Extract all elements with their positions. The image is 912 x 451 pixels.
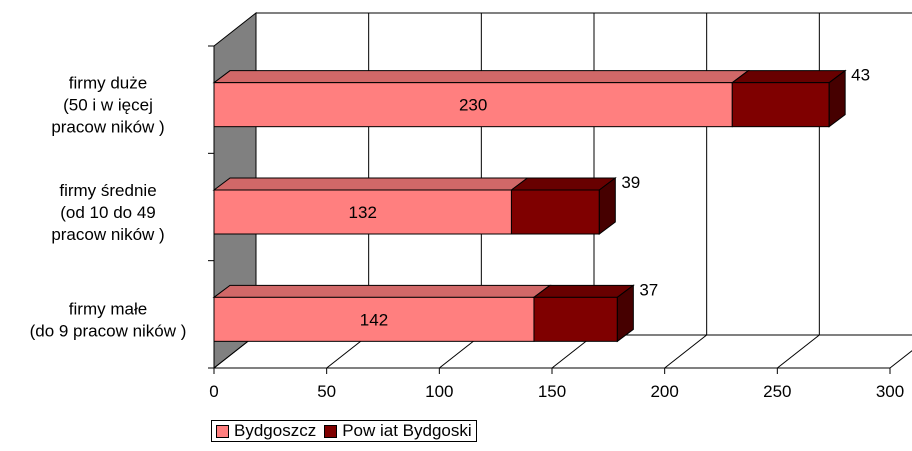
y-category-label: firmy duże bbox=[69, 74, 147, 93]
y-category-label: pracow ników ) bbox=[51, 118, 164, 137]
x-tick-label: 200 bbox=[650, 382, 678, 401]
legend-item-series-2: Pow iat Bydgoski bbox=[324, 421, 472, 441]
bar bbox=[213, 189, 512, 235]
bar bbox=[213, 296, 535, 342]
x-tick-label: 150 bbox=[538, 382, 566, 401]
bar bbox=[533, 296, 618, 342]
floor-gridline bbox=[777, 334, 820, 369]
bar-top-face bbox=[730, 70, 847, 84]
bar bbox=[213, 82, 733, 128]
legend-item-series-1: Bydgoszcz bbox=[216, 421, 316, 441]
legend-swatch-series-2 bbox=[324, 424, 338, 438]
bar-top-face bbox=[212, 284, 552, 298]
y-category-label: (od 10 do 49 bbox=[60, 203, 155, 222]
data-label: 142 bbox=[360, 310, 388, 329]
data-label: 43 bbox=[851, 66, 870, 85]
bar-top-face bbox=[212, 177, 529, 191]
data-label: 37 bbox=[639, 280, 658, 299]
x-tick-label: 100 bbox=[425, 382, 453, 401]
data-label: 39 bbox=[621, 173, 640, 192]
bar-side-face bbox=[616, 284, 634, 343]
legend-swatch-series-1 bbox=[216, 424, 229, 438]
data-label: 132 bbox=[349, 203, 377, 222]
floor-gridline bbox=[889, 350, 912, 369]
y-category-label: firmy małe bbox=[69, 299, 147, 318]
bar-side-face bbox=[828, 69, 846, 128]
y-category-label: (do 9 pracow ników ) bbox=[30, 321, 187, 340]
y-category-label: firmy średnie bbox=[59, 181, 156, 200]
x-tick-label: 0 bbox=[209, 382, 218, 401]
x-tick-label: 50 bbox=[317, 382, 336, 401]
x-tick-label: 300 bbox=[876, 382, 904, 401]
legend-label-series-1: Bydgoszcz bbox=[234, 421, 317, 440]
bar-top-face bbox=[212, 70, 750, 84]
bar-side-face bbox=[598, 176, 616, 236]
bar-top-face bbox=[532, 284, 635, 298]
legend-label-series-2: Pow iat Bydgoski bbox=[342, 421, 472, 440]
x-tick-label: 250 bbox=[763, 382, 791, 401]
floor-gridline bbox=[664, 334, 707, 369]
bar bbox=[731, 82, 830, 128]
y-category-label: pracow ników ) bbox=[51, 225, 164, 244]
data-label: 230 bbox=[459, 96, 487, 115]
chart-back-wall bbox=[255, 12, 912, 336]
bar-top-face bbox=[509, 177, 617, 191]
y-category-label: (50 i w ięcej bbox=[63, 96, 153, 115]
bar bbox=[510, 189, 600, 235]
chart-legend: Bydgoszcz Pow iat Bydgoski bbox=[211, 420, 477, 442]
